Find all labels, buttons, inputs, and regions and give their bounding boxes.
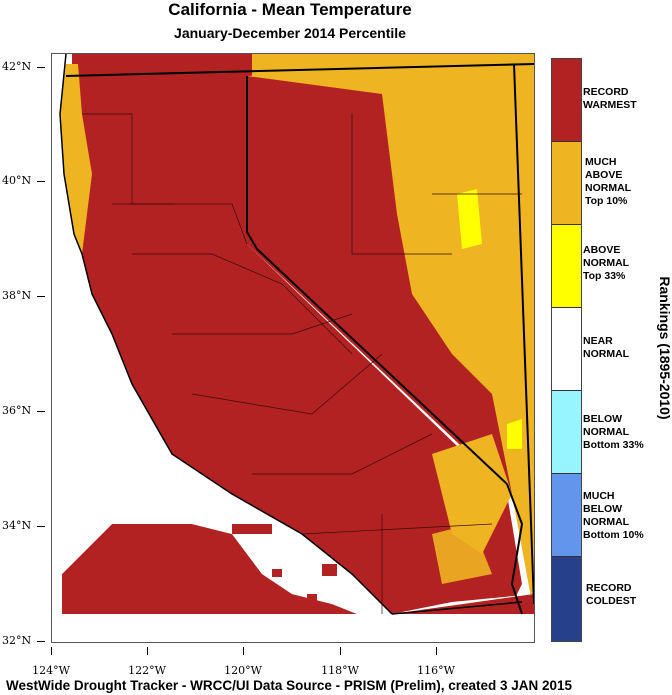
legend-swatch-much-above: [552, 142, 581, 225]
legend-title: Rankings (1895-2010): [657, 276, 672, 420]
lon-label-120: 120°W: [224, 664, 262, 677]
legend-label-much-above: MUCH ABOVE NORMAL Top 10%: [585, 156, 632, 207]
legend-label-record-warmest: RECORD WARMEST: [583, 86, 637, 111]
legend-label-below: BELOW NORMAL Bottom 33%: [583, 413, 644, 451]
lon-label-118: 118°W: [321, 664, 359, 677]
legend-label-above: ABOVE NORMAL Top 33%: [583, 244, 630, 282]
lon-label-124: 124°W: [32, 664, 70, 677]
legend-swatch-much-below: [552, 474, 581, 557]
legend-label-near-normal: NEAR NORMAL: [583, 335, 630, 360]
map-subtitle: January-December 2014 Percentile: [174, 25, 406, 41]
legend-swatch-below: [552, 391, 581, 474]
lat-tick-34: 34°N: [2, 519, 46, 532]
legend-colorbar: [551, 58, 582, 642]
lat-tick-36: 36°N: [2, 404, 46, 417]
map-graphic: [52, 54, 534, 642]
legend-swatch-record-warmest: [552, 59, 581, 142]
legend-swatch-above: [552, 225, 581, 308]
lon-tick-mark: [147, 647, 148, 655]
legend-label-much-below: MUCH BELOW NORMAL Bottom 10%: [583, 490, 644, 541]
lon-tick-mark: [436, 647, 437, 655]
lat-tick-42: 42°N: [2, 60, 46, 73]
temperature-percentile-map: [51, 53, 535, 643]
legend-label-record-coldest: RECORD COLDEST: [586, 582, 637, 607]
footer-credits: WestWide Drought Tracker - WRCC/UI Data …: [6, 678, 573, 693]
lat-tick-32: 32°N: [2, 634, 46, 647]
legend-swatch-record-coldest: [552, 557, 581, 641]
legend-swatch-near-normal: [552, 308, 581, 391]
lon-tick-mark: [243, 647, 244, 655]
lon-label-116: 116°W: [417, 664, 455, 677]
lat-tick-40: 40°N: [2, 174, 46, 187]
lon-tick-mark: [51, 647, 52, 655]
lat-tick-38: 38°N: [2, 289, 46, 302]
lon-label-122: 122°W: [128, 664, 166, 677]
map-title: California - Mean Temperature: [168, 0, 412, 19]
lon-tick-mark: [340, 647, 341, 655]
